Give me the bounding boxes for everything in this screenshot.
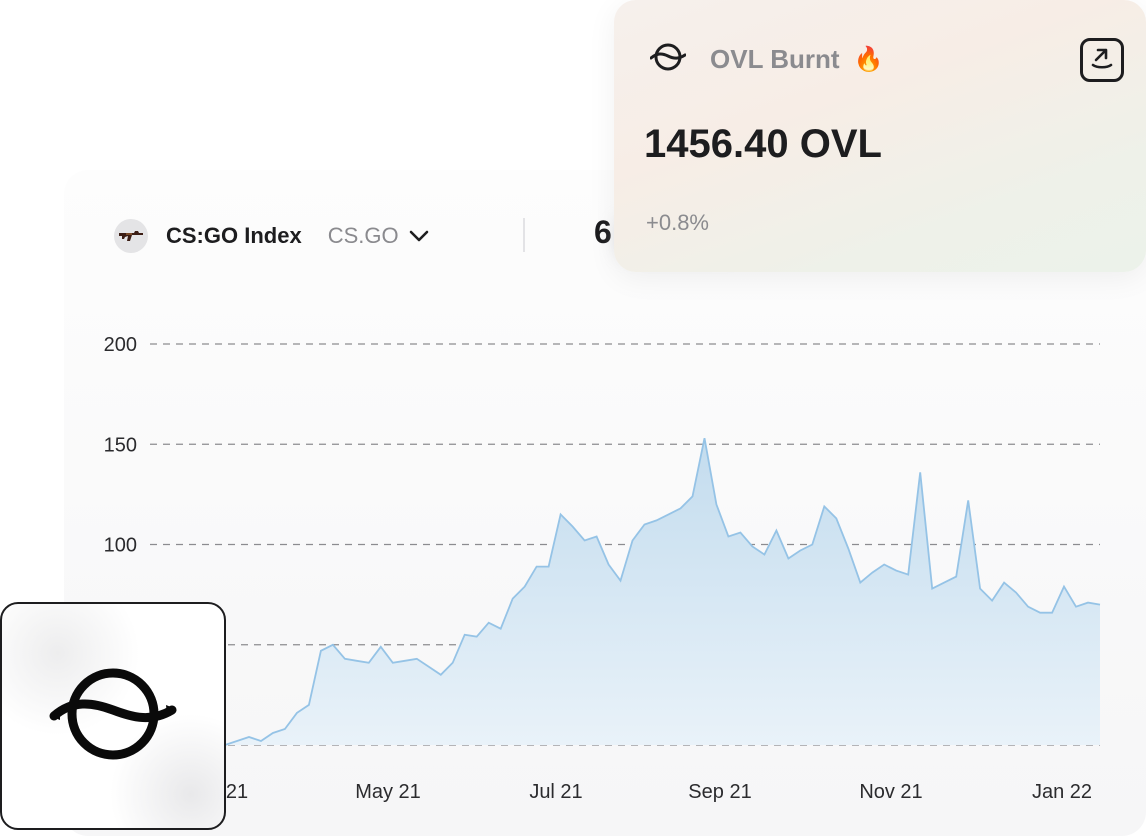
x-tick-label: May 21 [355,781,421,803]
x-tick-label: Nov 21 [859,781,922,803]
y-tick-label: 150 [104,434,137,456]
burn-change: +0.8% [646,210,709,235]
burn-title: OVL Burnt [710,44,840,74]
asset-name: CS:GO Index [166,223,302,248]
x-tick-label: 21 [226,781,248,803]
external-link-button[interactable] [1080,38,1124,82]
asset-selector[interactable]: CS:GO Index CS.GO [114,218,429,254]
y-tick-label: 200 [104,334,137,356]
x-tick-label: Sep 21 [688,781,751,803]
burn-amount: 1456.40 OVL [644,122,882,166]
series-line [224,438,1101,746]
external-link-icon [1089,45,1115,76]
x-tick-label: Jul 21 [529,781,582,803]
overlay-logo-tile [0,602,226,830]
x-tick-label: Jan 22 [1032,781,1092,803]
header-divider [523,218,525,252]
chevron-down-icon[interactable] [409,230,429,242]
fire-icon: 🔥 [853,46,884,73]
asset-price: 6 [594,214,612,250]
series-area [225,438,1100,745]
overlay-logo-icon [649,42,687,77]
rifle-icon [114,219,148,253]
y-tick-label: 100 [104,535,137,557]
overlay-logo-icon [48,664,178,769]
ovl-burnt-card: OVL Burnt 🔥 1456.40 OVL +0.8% [614,0,1146,272]
asset-ticker: CS.GO [327,223,399,248]
burn-card-header: OVL Burnt 🔥 [649,42,884,77]
